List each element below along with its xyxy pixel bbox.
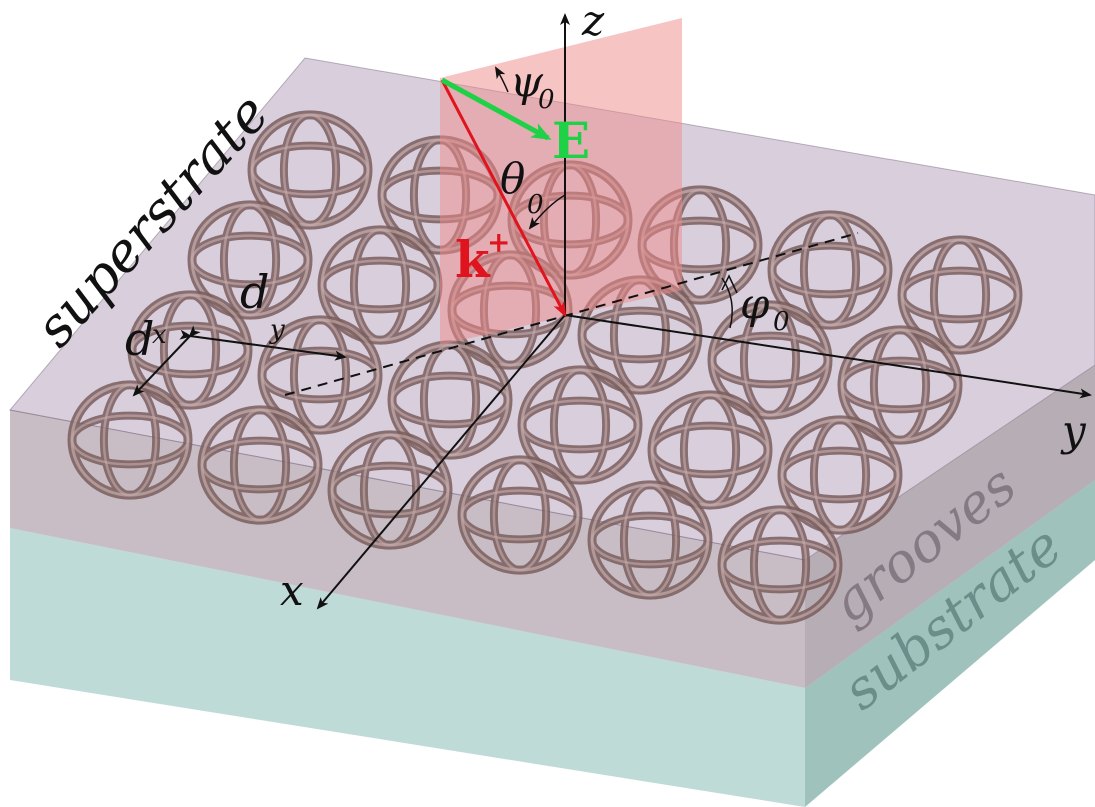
psi-label: ψ: [510, 57, 544, 106]
wave-vector-arrow: [440, 79, 567, 318]
psi-subscript: 0: [538, 85, 555, 115]
sphere-cage: [247, 110, 373, 230]
wave-vector-superscript: +: [487, 226, 510, 259]
sphere-ring: [362, 433, 418, 547]
sphere-ring: [682, 393, 738, 507]
psi-arc: [494, 66, 509, 93]
sphere-ring: [752, 508, 808, 622]
sphere-ring: [780, 449, 900, 501]
sphere-ring: [422, 343, 478, 457]
sphere-cage: [647, 390, 773, 510]
sphere-ring: [282, 113, 338, 227]
sphere-ring: [720, 539, 840, 591]
sphere-ring: [900, 269, 1020, 321]
z-axis-label: z: [581, 0, 605, 45]
dy-subscript: y: [269, 315, 285, 345]
sphere-ring: [812, 418, 868, 532]
dy-arrow: [179, 329, 347, 361]
theta-arc: [528, 194, 566, 230]
sphere-ring: [932, 238, 988, 352]
dx-subscript: x: [152, 320, 167, 350]
period-arrows: [132, 325, 347, 397]
sphere-cage: [67, 380, 193, 500]
sphere-cage: [837, 325, 963, 445]
sphere-ring: [552, 368, 608, 482]
phi-arc-head: [721, 274, 738, 294]
sphere-cage: [777, 415, 903, 535]
sphere-cage: [197, 405, 323, 525]
sphere-ring: [70, 414, 190, 466]
sphere-ring: [802, 213, 858, 327]
sphere-cage: [587, 480, 713, 600]
sphere-ring: [352, 228, 408, 342]
sphere-ring: [330, 464, 450, 516]
sphere-cage: [517, 365, 643, 485]
sphere-ring: [250, 144, 370, 196]
sphere-ring: [770, 244, 890, 296]
sphere-cage: [387, 340, 513, 460]
sphere-ring: [840, 359, 960, 411]
electric-field-arrow: [440, 77, 552, 141]
dy-label: d: [240, 265, 269, 319]
sphere-ring: [590, 514, 710, 566]
sphere-ring: [492, 458, 548, 572]
sphere-ring: [232, 408, 288, 522]
sphere-ring: [872, 328, 928, 442]
phi-arc: [721, 277, 733, 329]
wave-vector-label: k: [455, 230, 491, 289]
sphere-ring: [460, 489, 580, 541]
sphere-ring: [710, 334, 830, 386]
phi-subscript: 0: [773, 307, 790, 337]
sphere-ring: [102, 383, 158, 497]
sphere-ring: [622, 483, 678, 597]
sphere-ring: [320, 259, 440, 311]
sphere-cage: [187, 200, 313, 320]
sphere-cage: [317, 225, 443, 345]
projection-line: [284, 232, 859, 396]
sphere-ring: [742, 303, 798, 417]
sphere-cage: [717, 505, 843, 625]
sphere-ring: [390, 374, 510, 426]
plane-of-incidence: [440, 18, 682, 345]
sphere-ring: [292, 318, 348, 432]
y-axis: [564, 314, 1092, 399]
field-label: E: [552, 111, 590, 170]
sphere-ring: [650, 424, 770, 476]
axes: [316, 13, 1092, 610]
sphere-ring: [200, 439, 320, 491]
angle-arcs: [494, 66, 738, 329]
phi-label: φ: [740, 279, 770, 328]
dx-label: d: [125, 312, 154, 366]
sphere-ring: [222, 203, 278, 317]
sphere-ring: [520, 399, 640, 451]
y-axis-label: y: [1060, 406, 1087, 455]
x-axis-label: x: [280, 566, 304, 615]
theta-subscript: 0: [527, 190, 544, 220]
sphere-cage: [327, 430, 453, 550]
sphere-ring: [190, 234, 310, 286]
substrate-slab: [10, 480, 1095, 807]
x-axis: [316, 314, 566, 610]
sphere-cage: [457, 455, 583, 575]
theta-label: θ: [500, 154, 525, 203]
sphere-cage: [707, 300, 833, 420]
sphere-cage: [897, 235, 1023, 355]
sphere-cage: [767, 210, 893, 330]
